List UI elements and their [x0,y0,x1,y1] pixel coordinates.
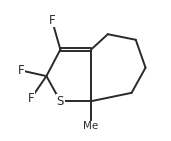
Text: Me: Me [83,121,99,131]
Text: F: F [18,64,25,77]
Text: F: F [49,14,55,27]
Text: F: F [28,92,34,105]
Text: S: S [57,95,64,108]
